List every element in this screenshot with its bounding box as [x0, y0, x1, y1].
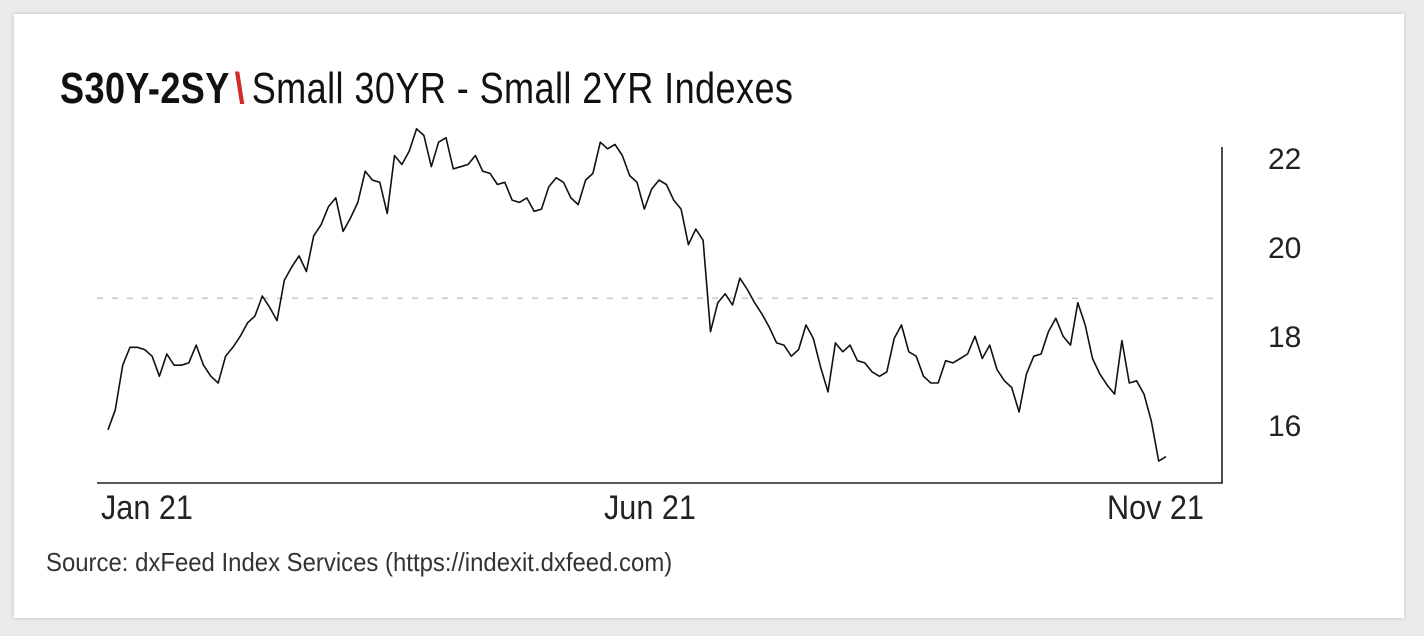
y-tick-16: 16: [1268, 410, 1302, 443]
series-line: [107, 128, 1167, 462]
y-tick-22: 22: [1268, 143, 1302, 176]
x-tick-jan: Jan 21: [101, 489, 193, 527]
chart-title: S30Y-2SY \ Small 30YR - Small 2YR Indexes: [60, 62, 793, 116]
x-tick-nov: Nov 21: [1107, 489, 1204, 527]
x-tick-jun: Jun 21: [604, 489, 696, 527]
title-name: Small 30YR - Small 2YR Indexes: [251, 64, 794, 113]
y-tick-18: 18: [1268, 321, 1302, 354]
source-note: Source: dxFeed Index Services (https://i…: [46, 547, 673, 577]
y-tick-20: 20: [1268, 232, 1302, 265]
title-separator-icon: \: [234, 64, 246, 113]
title-code: S30Y-2SY: [60, 64, 230, 113]
